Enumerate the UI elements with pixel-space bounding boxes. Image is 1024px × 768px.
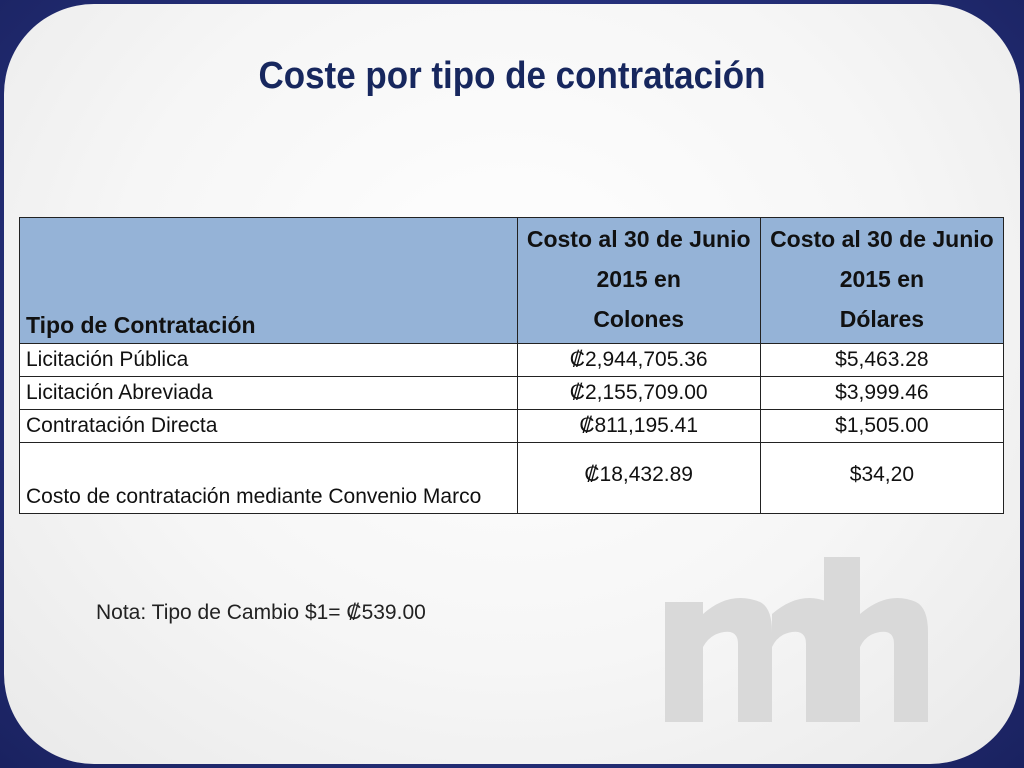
- table-row: Licitación Abreviada ₡2,155,709.00 $3,99…: [19, 376, 1005, 410]
- cell-dolares: $5,463.28: [759, 343, 1005, 377]
- cell-dolares: $1,505.00: [759, 409, 1005, 443]
- cell-tipo: Licitación Pública: [19, 343, 518, 377]
- header-dolares-line-3: Dólares: [839, 306, 925, 332]
- cell-tipo: Costo de contratación mediante Convenio …: [19, 442, 518, 514]
- exchange-rate-note: Nota: Tipo de Cambio $1= ₡539.00: [96, 601, 426, 624]
- header-dolares-line-1: Costo al 30 de Junio: [770, 226, 994, 252]
- header-colones-line-1: Costo al 30 de Junio: [526, 226, 751, 252]
- table-row: Costo de contratación mediante Convenio …: [19, 442, 1005, 514]
- cell-tipo: Contratación Directa: [19, 409, 518, 443]
- cell-colones: ₡18,432.89: [516, 442, 761, 514]
- cost-table: Tipo de Contratación Costo al 30 de Juni…: [19, 217, 1005, 514]
- cell-dolares: $3,999.46: [759, 376, 1005, 410]
- table-header-row: Tipo de Contratación Costo al 30 de Juni…: [19, 217, 1005, 344]
- cell-colones: ₡2,155,709.00: [516, 376, 761, 410]
- mh-logo-icon: [665, 557, 928, 722]
- header-dolares-line-2: 2015 en: [839, 266, 925, 292]
- header-dolares: Costo al 30 de Junio 2015 en Dólares: [759, 217, 1005, 344]
- table-row: Licitación Pública ₡2,944,705.36 $5,463.…: [19, 343, 1005, 377]
- header-colones: Costo al 30 de Junio 2015 en Colones: [516, 217, 761, 344]
- page-title: Coste por tipo de contratación: [258, 55, 766, 97]
- cell-tipo: Licitación Abreviada: [19, 376, 518, 410]
- header-tipo: Tipo de Contratación: [19, 217, 518, 344]
- header-colones-line-3: Colones: [593, 306, 685, 332]
- cell-dolares: $34,20: [759, 442, 1005, 514]
- cell-colones: ₡811,195.41: [516, 409, 761, 443]
- table-row: Contratación Directa ₡811,195.41 $1,505.…: [19, 409, 1005, 443]
- cell-colones: ₡2,944,705.36: [516, 343, 761, 377]
- header-colones-line-2: 2015 en: [596, 266, 681, 292]
